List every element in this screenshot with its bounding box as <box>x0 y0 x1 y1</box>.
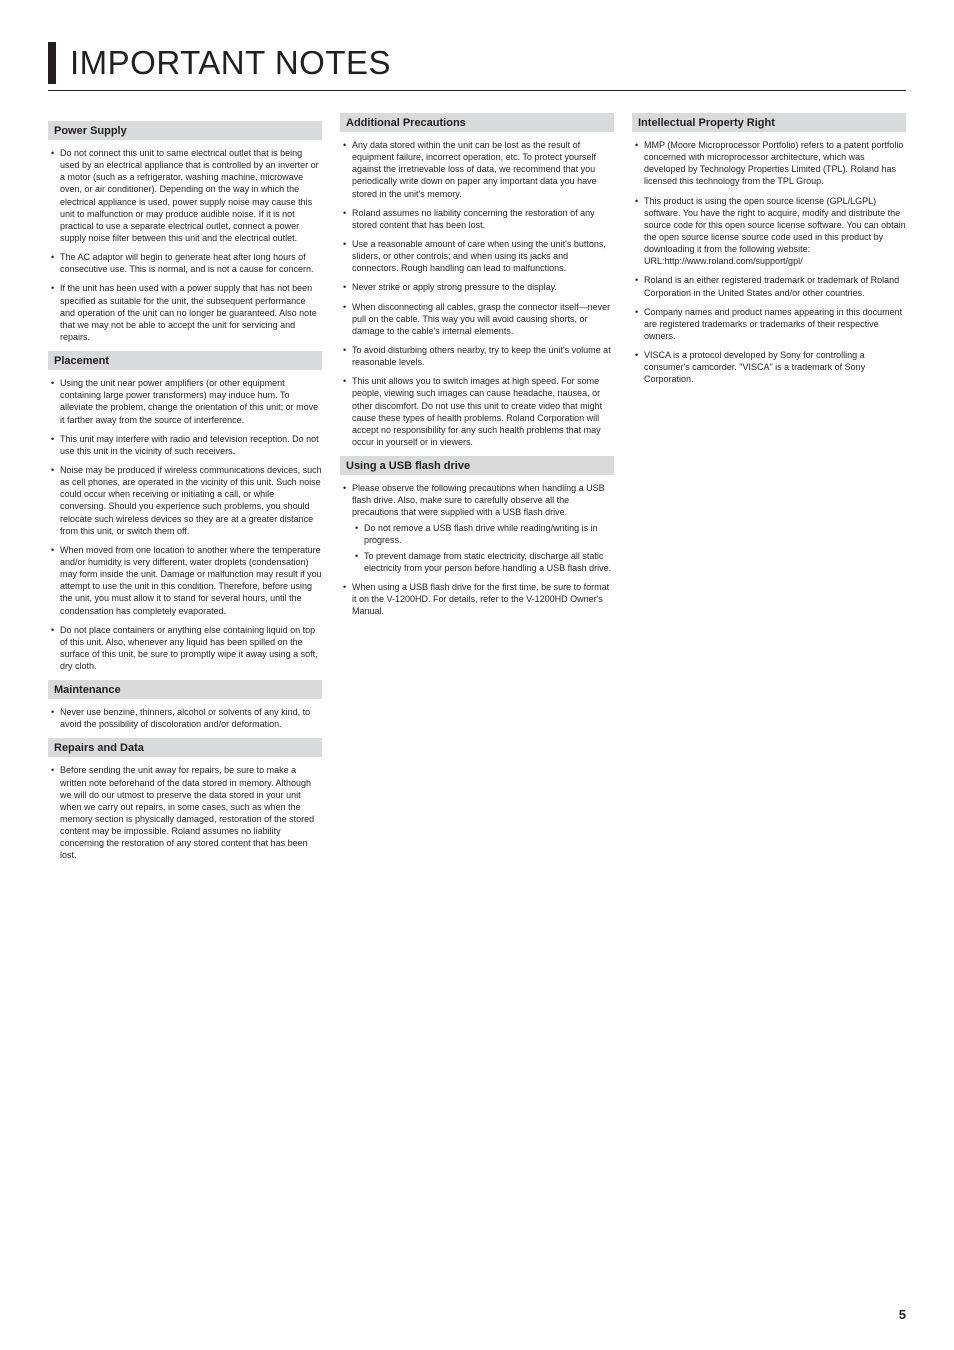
section-heading: Additional Precautions <box>340 113 614 132</box>
list-item: When disconnecting all cables, grasp the… <box>340 301 614 337</box>
list-item: Use a reasonable amount of care when usi… <box>340 238 614 274</box>
section-heading: Maintenance <box>48 680 322 699</box>
section-heading: Placement <box>48 351 322 370</box>
list-item: When using a USB flash drive for the fir… <box>340 581 614 617</box>
sub-list-item: Do not remove a USB flash drive while re… <box>352 522 614 546</box>
list-item: Roland is an either registered trademark… <box>632 274 906 298</box>
section-heading: Power Supply <box>48 121 322 140</box>
list-item: Please observe the following precautions… <box>340 482 614 574</box>
list-item: To avoid disturbing others nearby, try t… <box>340 344 614 368</box>
sub-list: Do not remove a USB flash drive while re… <box>352 522 614 575</box>
list-item: This product is using the open source li… <box>632 195 906 268</box>
list-item: Using the unit near power amplifiers (or… <box>48 377 322 426</box>
list-item: Company names and product names appearin… <box>632 306 906 342</box>
page-content: IMPORTANT NOTES Power Supply Do not conn… <box>0 0 954 869</box>
list-item: This unit may interfere with radio and t… <box>48 433 322 457</box>
list-item: Noise may be produced if wireless commun… <box>48 464 322 537</box>
bullet-list: Any data stored within the unit can be l… <box>340 139 614 448</box>
list-item: Do not connect this unit to same electri… <box>48 147 322 244</box>
list-item: When moved from one location to another … <box>48 544 322 617</box>
page-title: IMPORTANT NOTES <box>70 44 906 82</box>
section-heading: Intellectual Property Right <box>632 113 906 132</box>
page-number: 5 <box>899 1307 906 1322</box>
column-1: Power Supply Do not connect this unit to… <box>48 113 322 869</box>
list-item: If the unit has been used with a power s… <box>48 282 322 343</box>
title-divider <box>48 90 906 91</box>
column-2: Additional Precautions Any data stored w… <box>340 113 614 869</box>
bullet-list: Using the unit near power amplifiers (or… <box>48 377 322 672</box>
title-bar: IMPORTANT NOTES <box>48 42 906 84</box>
list-item: Do not place containers or anything else… <box>48 624 322 673</box>
bullet-list: Please observe the following precautions… <box>340 482 614 617</box>
list-item: This unit allows you to switch images at… <box>340 375 614 448</box>
section-heading: Using a USB flash drive <box>340 456 614 475</box>
list-item: Never use benzine, thinners, alcohol or … <box>48 706 322 730</box>
list-item: Before sending the unit away for repairs… <box>48 764 322 861</box>
list-item: Never strike or apply strong pressure to… <box>340 281 614 293</box>
bullet-list: Do not connect this unit to same electri… <box>48 147 322 343</box>
list-item: Roland assumes no liability concerning t… <box>340 207 614 231</box>
list-item: VISCA is a protocol developed by Sony fo… <box>632 349 906 385</box>
bullet-list: Never use benzine, thinners, alcohol or … <box>48 706 322 730</box>
list-item: The AC adaptor will begin to generate he… <box>48 251 322 275</box>
section-heading: Repairs and Data <box>48 738 322 757</box>
bullet-list: MMP (Moore Microprocessor Portfolio) ref… <box>632 139 906 386</box>
bullet-list: Before sending the unit away for repairs… <box>48 764 322 861</box>
list-item-text: Please observe the following precautions… <box>352 483 605 517</box>
sub-list-item: To prevent damage from static electricit… <box>352 550 614 574</box>
list-item: MMP (Moore Microprocessor Portfolio) ref… <box>632 139 906 188</box>
columns: Power Supply Do not connect this unit to… <box>48 113 906 869</box>
list-item: Any data stored within the unit can be l… <box>340 139 614 200</box>
column-3: Intellectual Property Right MMP (Moore M… <box>632 113 906 869</box>
